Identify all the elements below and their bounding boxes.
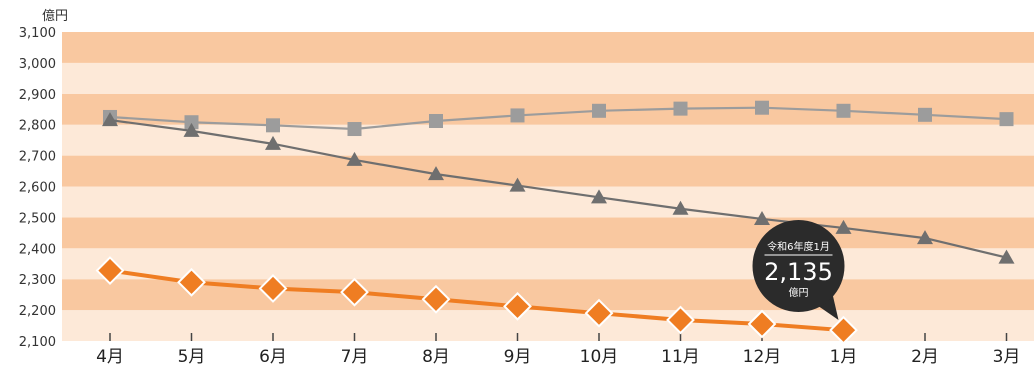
- x-tick-label: 5月: [178, 347, 206, 367]
- triangle-marker: [998, 249, 1015, 264]
- x-axis-ticks: 4月 5月 6月 7月 8月 9月 10月 11月 12月 1月 2月 3月: [96, 333, 1020, 367]
- y-tick-label: 2,600: [19, 181, 56, 196]
- callout-label: 令和6年度1月: [767, 240, 830, 253]
- x-tick-label: 7月: [341, 347, 369, 367]
- band: [62, 186, 1034, 218]
- diamond-marker: [584, 298, 614, 328]
- diamond-marker: [95, 256, 125, 285]
- square-marker: [266, 118, 280, 133]
- x-tick-label: 6月: [259, 347, 287, 367]
- square-marker: [836, 103, 851, 118]
- x-tick-label: 11月: [661, 347, 700, 367]
- square-marker: [918, 107, 932, 122]
- diamond-marker: [258, 274, 288, 303]
- band: [62, 32, 1034, 63]
- triangle-marker: [591, 189, 607, 204]
- y-tick-label: 2,900: [19, 88, 56, 103]
- x-tick-label: 8月: [422, 347, 450, 367]
- y-tick-label: 3,100: [19, 26, 56, 41]
- series-line: [109, 268, 844, 333]
- square-marker: [592, 103, 606, 118]
- y-tick-label: 2,100: [19, 335, 56, 350]
- band: [62, 124, 1034, 156]
- triangle-marker: [428, 166, 444, 181]
- square-marker: [184, 115, 199, 130]
- band: [62, 248, 1034, 280]
- callout-unit: 億円: [789, 286, 809, 299]
- band: [62, 310, 1034, 341]
- x-tick-label: 12月: [743, 347, 782, 367]
- x-tick-label: 1月: [830, 347, 858, 367]
- series-layer: [95, 100, 1015, 345]
- band: [62, 155, 1034, 187]
- band: [62, 217, 1034, 249]
- square-marker: [347, 122, 362, 137]
- triangle-marker: [346, 151, 363, 166]
- y-axis-ticks: 2,100 2,200 2,300 2,400 2,500 2,600 2,700 2,800…: [19, 26, 56, 350]
- triangle-marker: [672, 200, 689, 215]
- square-marker: [673, 101, 688, 116]
- series-line: [109, 106, 1007, 131]
- series-square: [103, 100, 1014, 137]
- triangle-marker: [917, 230, 933, 245]
- triangle-marker: [183, 122, 200, 137]
- diamond-marker: [340, 277, 369, 307]
- square-marker: [510, 108, 525, 123]
- x-tick-label: 3月: [993, 347, 1021, 367]
- diamond-marker: [177, 267, 206, 297]
- diamond-marker: [666, 305, 695, 335]
- y-tick-label: 2,500: [19, 211, 56, 226]
- y-tick-label: 2,800: [19, 119, 56, 134]
- square-marker: [999, 112, 1014, 127]
- y-axis-unit: 億円: [42, 8, 68, 24]
- triangle-marker: [754, 210, 770, 225]
- callout-circle: [752, 220, 845, 312]
- background-bands: [62, 32, 1034, 341]
- series-triangle: [102, 112, 1015, 264]
- y-tick-label: 2,700: [19, 150, 56, 165]
- triangle-marker: [102, 112, 118, 127]
- x-tick-label: 10月: [580, 347, 619, 367]
- x-tick-label: 4月: [96, 347, 124, 367]
- triangle-marker: [509, 177, 526, 192]
- diamond-marker: [747, 309, 777, 339]
- diamond-marker: [421, 284, 451, 314]
- x-tick-label: 9月: [504, 347, 532, 367]
- callout-value: 2,135: [764, 258, 833, 286]
- series-diamond: [95, 256, 858, 345]
- diamond-marker: [503, 291, 532, 321]
- diamond-marker: [829, 315, 858, 345]
- y-tick-label: 2,300: [19, 273, 56, 288]
- x-tick-label: 2月: [911, 347, 939, 367]
- y-tick-label: 2,200: [19, 304, 56, 319]
- y-tick-label: 2,400: [19, 242, 56, 257]
- square-marker: [429, 113, 443, 128]
- square-marker: [755, 100, 769, 115]
- triangle-marker: [265, 135, 281, 150]
- band: [62, 62, 1034, 94]
- series-line: [109, 118, 1007, 259]
- band: [62, 93, 1034, 125]
- y-tick-label: 3,000: [19, 57, 56, 72]
- triangle-marker: [835, 219, 852, 234]
